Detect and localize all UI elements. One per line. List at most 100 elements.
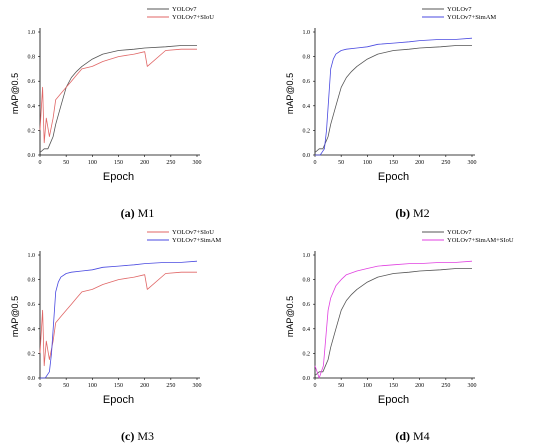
chart-panel-m1: 0.0 0.2 0.4 0.6 0.8 1.0 0 50 100 150 200 250 300 Epoc… [0, 0, 275, 223]
y-tick-label: 0.0 [28, 153, 36, 159]
x-tick-label: 200 [140, 383, 149, 389]
series-line [39, 48, 197, 144]
caption-text: M3 [137, 429, 154, 443]
y-tick-label: 1.0 [303, 253, 311, 259]
y-axis-title: mAP@0.5 [10, 296, 20, 337]
y-tick-label: 0.4 [28, 327, 36, 333]
x-tick-label: 100 [88, 160, 97, 166]
x-tick-label: 0 [314, 383, 317, 389]
y-tick-label: 0.2 [303, 128, 311, 134]
series-line [39, 271, 197, 367]
legend-label: YOLOv7+SIoU [172, 14, 214, 21]
series-line [314, 260, 473, 379]
chart-svg-m2: 0.0 0.2 0.4 0.6 0.8 1.0 0 50 100 150 200 250 300 Epoc… [285, 6, 496, 183]
x-tick-label: 150 [114, 383, 123, 389]
y-tick-label: 0.4 [303, 327, 311, 333]
legend-label: YOLOv7 [172, 6, 197, 13]
x-tick-label: 0 [314, 160, 317, 166]
caption-label: (a) [120, 206, 135, 220]
x-tick-label: 150 [389, 160, 398, 166]
y-tick-label: 1.0 [28, 253, 36, 259]
x-tick-label: 100 [363, 160, 372, 166]
caption-text: M1 [137, 206, 155, 220]
y-tick-label: 0.4 [303, 104, 311, 110]
chart-svg-m1: 0.0 0.2 0.4 0.6 0.8 1.0 0 50 100 150 200 250 300 Epoc… [10, 6, 214, 183]
x-tick-label: 200 [140, 160, 149, 166]
y-tick-label: 0.6 [303, 79, 311, 85]
caption-label: (d) [395, 429, 410, 443]
x-tick-label: 0 [39, 160, 42, 166]
caption-text: M4 [413, 429, 430, 443]
x-tick-label: 100 [88, 383, 97, 389]
x-tick-label: 150 [389, 383, 398, 389]
x-axis-title: Epoch [378, 394, 409, 406]
legend-label: YOLOv7+SIoU [172, 229, 214, 236]
y-tick-label: 0.8 [28, 278, 36, 284]
y-tick-label: 0.2 [303, 351, 311, 357]
y-tick-label: 0.6 [303, 302, 311, 308]
x-axis-title: Epoch [378, 171, 409, 183]
series-line [314, 45, 472, 153]
chart-svg-m3: 0.0 0.2 0.4 0.6 0.8 1.0 0 50 100 150 200 250 300 Epoc… [10, 229, 221, 406]
chart-svg-m4: 0.0 0.2 0.4 0.6 0.8 1.0 0 50 100 150 200 250 300 Epoc… [285, 229, 514, 406]
x-axis-title: Epoch [103, 171, 134, 183]
legend-label: YOLOv7+SimAM [447, 14, 496, 21]
x-tick-label: 50 [338, 160, 344, 166]
x-tick-label: 100 [363, 383, 372, 389]
y-tick-label: 0.8 [303, 55, 311, 61]
caption-label: (b) [395, 206, 410, 220]
y-tick-label: 0.6 [28, 79, 36, 85]
legend-label: YOLOv7 [447, 229, 472, 236]
y-tick-label: 0.0 [303, 153, 311, 159]
x-tick-label: 300 [468, 383, 477, 389]
x-tick-label: 250 [166, 160, 175, 166]
chart-caption-m1: (a) M1 [0, 206, 275, 221]
y-tick-label: 0.0 [28, 376, 36, 382]
chart-panel-m2: 0.0 0.2 0.4 0.6 0.8 1.0 0 50 100 150 200 250 300 Epoc… [275, 0, 550, 223]
x-axis-title: Epoch [103, 394, 134, 406]
series-line [315, 37, 473, 156]
y-axis-title: mAP@0.5 [285, 73, 295, 114]
y-axis-title: mAP@0.5 [10, 73, 20, 114]
x-tick-label: 50 [63, 383, 69, 389]
x-tick-label: 300 [468, 160, 477, 166]
chart-panel-m4: 0.0 0.2 0.4 0.6 0.8 1.0 0 50 100 150 200 250 300 Epoc… [275, 223, 550, 446]
y-tick-label: 0.6 [28, 302, 36, 308]
y-tick-label: 1.0 [28, 30, 36, 36]
chart-panel-m3: 0.0 0.2 0.4 0.6 0.8 1.0 0 50 100 150 200 250 300 Epoc… [0, 223, 275, 446]
chart-caption-m2: (b) M2 [275, 206, 550, 221]
legend-label: YOLOv7+SimAM [172, 237, 221, 244]
x-tick-label: 300 [193, 160, 202, 166]
y-tick-label: 0.8 [28, 55, 36, 61]
x-tick-label: 200 [415, 383, 424, 389]
y-tick-label: 0.4 [28, 104, 36, 110]
caption-label: (c) [121, 429, 135, 443]
x-tick-label: 250 [441, 383, 450, 389]
x-tick-label: 50 [63, 160, 69, 166]
y-axis-title: mAP@0.5 [285, 296, 295, 337]
x-tick-label: 250 [166, 383, 175, 389]
x-tick-label: 150 [114, 160, 123, 166]
caption-text: M2 [413, 206, 430, 220]
x-tick-label: 0 [39, 383, 42, 389]
x-tick-label: 250 [441, 160, 450, 166]
y-tick-label: 0.0 [303, 376, 311, 382]
series-line [40, 260, 198, 379]
y-tick-label: 1.0 [303, 30, 311, 36]
x-tick-label: 200 [415, 160, 424, 166]
legend-label: YOLOv7 [447, 6, 472, 13]
series-line [314, 268, 472, 376]
chart-caption-m3: (c) M3 [0, 429, 275, 444]
x-tick-label: 50 [338, 383, 344, 389]
legend-label: YOLOv7+SimAM+SIoU [447, 237, 514, 244]
y-tick-label: 0.2 [28, 351, 36, 357]
chart-caption-m4: (d) M4 [275, 429, 550, 444]
y-tick-label: 0.8 [303, 278, 311, 284]
series-line [39, 45, 197, 153]
y-tick-label: 0.2 [28, 128, 36, 134]
x-tick-label: 300 [193, 383, 202, 389]
